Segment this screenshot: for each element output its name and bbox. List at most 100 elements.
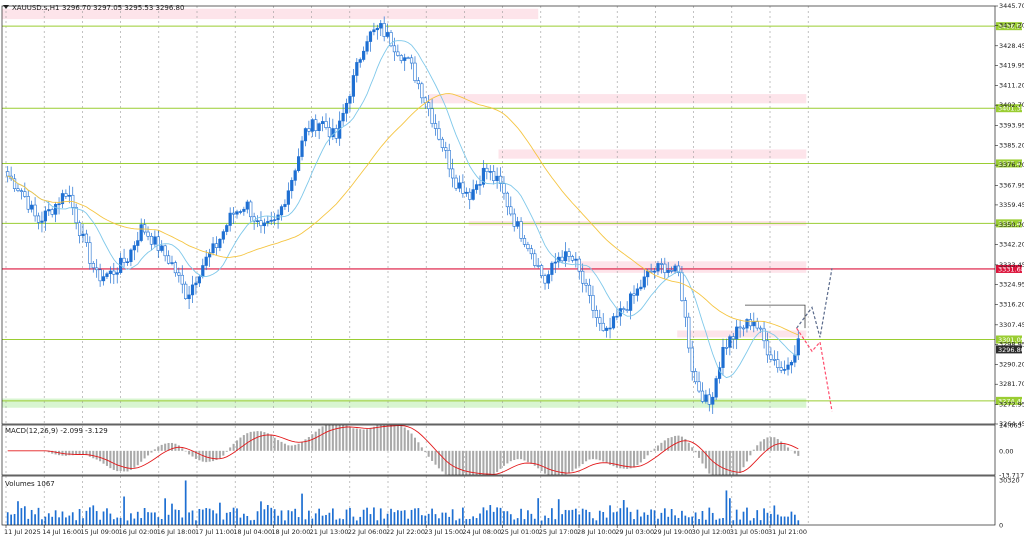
candle bbox=[581, 270, 585, 284]
current-price-label: 3296.80 bbox=[998, 346, 1024, 354]
candle bbox=[269, 219, 273, 222]
candle bbox=[228, 212, 232, 226]
candle bbox=[498, 175, 503, 184]
candle bbox=[437, 128, 441, 140]
candle bbox=[591, 295, 595, 311]
time-tick-label: 25 Jul 17:00 bbox=[539, 528, 578, 536]
price-tick-label: 3359.45 bbox=[999, 201, 1024, 209]
candle bbox=[567, 251, 571, 257]
time-tick-label: 29 Jul 03:00 bbox=[615, 528, 654, 536]
candle bbox=[36, 215, 41, 223]
candle bbox=[673, 265, 677, 272]
panel-border bbox=[1, 424, 996, 476]
candle bbox=[765, 340, 770, 356]
candle bbox=[125, 261, 130, 264]
candle bbox=[40, 220, 44, 223]
candle bbox=[680, 272, 684, 301]
candle bbox=[711, 396, 715, 405]
candle bbox=[238, 211, 243, 213]
candle bbox=[416, 80, 421, 85]
candle bbox=[64, 193, 68, 197]
candle bbox=[728, 336, 732, 348]
supply-zone bbox=[577, 261, 807, 273]
candle bbox=[184, 283, 188, 299]
panel-frames bbox=[1, 5, 996, 526]
time-tick-label: 21 Jul 13:00 bbox=[310, 528, 349, 536]
candle bbox=[779, 367, 783, 371]
collapse-triangle-icon[interactable] bbox=[3, 5, 9, 9]
candle bbox=[615, 315, 619, 318]
candle bbox=[19, 190, 24, 192]
candle bbox=[406, 57, 410, 59]
candle bbox=[84, 233, 89, 243]
candle bbox=[642, 276, 646, 288]
candle bbox=[136, 240, 140, 246]
candle bbox=[608, 327, 612, 330]
price-tick-label: 3376.70 bbox=[999, 161, 1024, 169]
candle bbox=[77, 222, 82, 236]
candle bbox=[177, 272, 181, 276]
candle bbox=[365, 41, 369, 52]
candle bbox=[115, 272, 119, 275]
level-price-tag bbox=[996, 22, 1022, 31]
time-tick-label: 14 Jul 16:00 bbox=[42, 528, 81, 536]
candle bbox=[156, 236, 160, 251]
price-tick-label: 3419.95 bbox=[999, 61, 1024, 69]
candle bbox=[149, 235, 154, 245]
price-tick-label: 3298.95 bbox=[999, 340, 1024, 348]
price-tick-label: 3307.45 bbox=[999, 321, 1024, 329]
price-candles bbox=[6, 16, 800, 414]
candle bbox=[485, 167, 489, 172]
candle bbox=[307, 128, 311, 132]
candle bbox=[262, 222, 266, 227]
candle bbox=[748, 319, 752, 327]
price-tick-label: 3316.20 bbox=[999, 301, 1024, 309]
candle bbox=[6, 171, 10, 177]
candle bbox=[522, 238, 527, 245]
candle bbox=[663, 263, 667, 273]
level-price-tag bbox=[996, 335, 1022, 344]
candle bbox=[331, 128, 335, 138]
level-price-tag bbox=[996, 104, 1022, 113]
candle bbox=[341, 112, 345, 122]
price-tick-label: 3324.95 bbox=[999, 280, 1024, 288]
candle bbox=[666, 270, 670, 273]
candle bbox=[635, 288, 640, 296]
candle bbox=[320, 121, 325, 124]
candle bbox=[259, 220, 263, 227]
candle bbox=[57, 203, 61, 206]
candle bbox=[132, 245, 136, 251]
candle bbox=[98, 269, 102, 282]
candle bbox=[225, 225, 229, 232]
candle bbox=[796, 338, 800, 356]
candle bbox=[447, 150, 451, 170]
slow-moving-average-line bbox=[7, 93, 799, 336]
candle bbox=[242, 208, 246, 212]
candle bbox=[457, 182, 462, 189]
candle bbox=[166, 255, 171, 264]
candle bbox=[738, 326, 742, 329]
candle bbox=[529, 248, 533, 255]
candle bbox=[170, 262, 174, 264]
candle bbox=[526, 244, 530, 249]
supply-zone bbox=[677, 330, 807, 338]
time-tick-label: 24 Jul 08:00 bbox=[462, 528, 501, 536]
time-tick-label: 25 Jul 01:00 bbox=[501, 528, 540, 536]
candle bbox=[297, 156, 301, 171]
candle bbox=[105, 273, 109, 277]
horizontal-levels[interactable] bbox=[2, 25, 995, 402]
candle bbox=[697, 381, 701, 392]
candle bbox=[88, 242, 92, 264]
symbol-label: XAUUSD.s,H1 bbox=[12, 4, 59, 12]
time-tick-label: 22 Jul 06:00 bbox=[348, 528, 387, 536]
candle bbox=[214, 243, 219, 248]
candle bbox=[368, 31, 373, 42]
candle bbox=[382, 23, 386, 37]
candle bbox=[793, 354, 797, 363]
price-tick-label: 3264.45 bbox=[999, 420, 1024, 428]
candle bbox=[704, 394, 708, 402]
candle bbox=[30, 204, 34, 210]
candle bbox=[540, 265, 544, 277]
candle bbox=[310, 119, 314, 132]
